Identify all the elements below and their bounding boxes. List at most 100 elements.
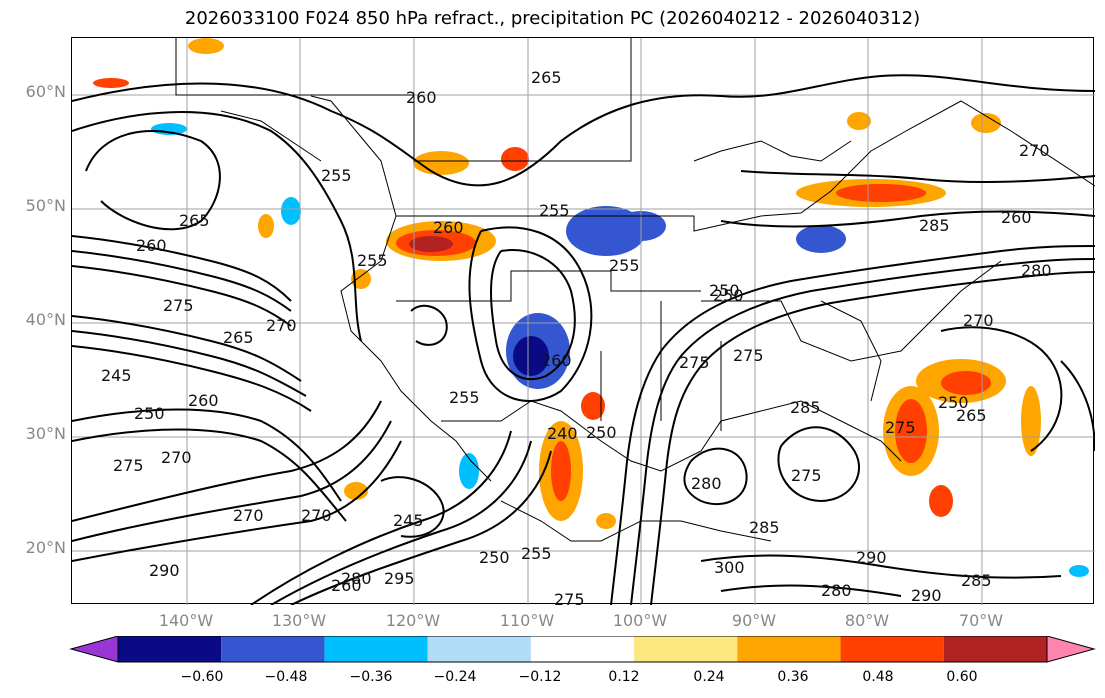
contour-label: 245 — [101, 366, 132, 385]
lat-label-50n: 50°N — [25, 196, 66, 215]
map-canvas: 265 260 255 255 265 260 255 275 270 265 … — [72, 38, 1095, 605]
contour-label: 260 — [188, 391, 219, 410]
contour-label: 265 — [531, 68, 562, 87]
contour-label: 275 — [163, 296, 194, 315]
contour-label: 260 — [1001, 208, 1032, 227]
precip-positive-region — [344, 482, 368, 500]
contour-label: 275 — [885, 418, 916, 437]
precip-positive-core — [941, 371, 991, 395]
contour-label: 290 — [856, 548, 887, 567]
precip-positive-core — [409, 236, 453, 252]
contour-label: 285 — [749, 518, 780, 537]
contour-label: 270 — [233, 506, 264, 525]
lon-label-120w: 120°W — [385, 611, 441, 630]
contour-label: 290 — [149, 561, 180, 580]
contour-label: 250 — [586, 423, 617, 442]
colorbar-label: 0.36 — [777, 669, 809, 685]
contour-label: 255 — [609, 256, 640, 275]
contour-label: 280 — [341, 569, 372, 588]
contour-label: 250 — [713, 286, 744, 305]
lat-label-60n: 60°N — [25, 82, 66, 101]
lat-label-20n: 20°N — [25, 538, 66, 557]
contour-labels: 265 260 255 255 265 260 255 275 270 265 … — [101, 68, 1052, 605]
contour-label: 275 — [679, 353, 710, 372]
precip-positive-region — [258, 214, 274, 238]
precip-positive-region — [501, 147, 529, 171]
contour-label: 250 — [479, 548, 510, 567]
graticule — [72, 38, 1095, 605]
contour-label: 255 — [357, 251, 388, 270]
contour-label: 280 — [821, 581, 852, 600]
colorbar-segment — [634, 636, 738, 662]
precip-positive-region — [351, 269, 371, 289]
colorbar-label: −0.12 — [518, 669, 562, 685]
colorbar-label: 0.48 — [862, 669, 894, 685]
contour-label: 285 — [961, 571, 992, 590]
colorbar-extend-high — [1046, 636, 1096, 663]
contour-label: 270 — [1019, 141, 1050, 160]
colorbar-label: 0.60 — [946, 669, 978, 685]
colorbar-extend-low — [69, 636, 119, 663]
coastlines — [175, 38, 1095, 542]
contour-label: 250 — [709, 281, 740, 300]
contour-label: 295 — [384, 569, 415, 588]
precip-negative-core — [513, 336, 549, 376]
contour-label: 270 — [301, 506, 332, 525]
lon-label-90w: 90°W — [731, 611, 777, 630]
precip-negative-region — [1069, 565, 1089, 577]
colorbar-label: −0.48 — [264, 669, 308, 685]
colorbar-segment — [427, 636, 531, 662]
contour-label: 260 — [433, 218, 464, 237]
precip-positive-core — [551, 441, 571, 501]
contour-label: 260 — [331, 576, 362, 595]
contour-label: 255 — [449, 388, 480, 407]
lon-label-110w: 110°W — [499, 611, 555, 630]
precip-negative-region — [459, 453, 479, 489]
lat-label-30n: 30°N — [25, 424, 66, 443]
colorbar-segment — [737, 636, 841, 662]
contour-label: 275 — [791, 466, 822, 485]
map-title: 2026033100 F024 850 hPa refract., precip… — [184, 8, 921, 29]
precipitation-shading — [93, 38, 1089, 577]
colorbar-label: −0.24 — [433, 669, 477, 685]
precip-positive-region — [93, 78, 129, 88]
contour-label: 260 — [541, 351, 572, 370]
map-panel: 265 260 255 255 265 260 255 275 270 265 … — [71, 37, 1095, 605]
precip-positive-region — [581, 392, 605, 420]
contour-label: 260 — [406, 88, 437, 107]
precip-positive-region — [929, 485, 953, 517]
contour-label: 275 — [554, 590, 585, 605]
contour-label: 265 — [179, 211, 210, 230]
contour-label: 265 — [223, 328, 254, 347]
contour-label: 280 — [1021, 261, 1052, 280]
contour-label: 245 — [393, 511, 424, 530]
colorbar-segment — [943, 636, 1047, 662]
contour-label: 270 — [266, 316, 297, 335]
contour-label: 285 — [790, 398, 821, 417]
contour-label: 285 — [919, 216, 950, 235]
precip-positive-region — [971, 113, 1001, 133]
colorbar-label: 0.24 — [693, 669, 725, 685]
precip-positive-region — [188, 38, 224, 54]
colorbar-label: −0.60 — [180, 669, 224, 685]
precip-positive-core — [836, 184, 926, 202]
lon-label-140w: 140°W — [158, 611, 214, 630]
lon-label-130w: 130°W — [271, 611, 327, 630]
lon-label-80w: 80°W — [844, 611, 890, 630]
precip-positive-region — [1021, 386, 1041, 456]
contour-label: 255 — [521, 544, 552, 563]
lon-label-100w: 100°W — [612, 611, 668, 630]
contour-label: 250 — [938, 393, 969, 412]
precip-positive-core — [895, 399, 927, 463]
refractivity-contours — [72, 74, 1095, 605]
lat-label-40n: 40°N — [25, 310, 66, 329]
contour-label: 300 — [714, 558, 745, 577]
contour-label: 270 — [161, 448, 192, 467]
colorbar-segment — [118, 636, 222, 662]
colorbar-segment — [221, 636, 325, 662]
contour-label: 280 — [691, 474, 722, 493]
lon-label-70w: 70°W — [958, 611, 1004, 630]
precip-positive-region — [413, 151, 469, 175]
precip-negative-region — [796, 225, 846, 253]
colorbar-segment — [840, 636, 944, 662]
